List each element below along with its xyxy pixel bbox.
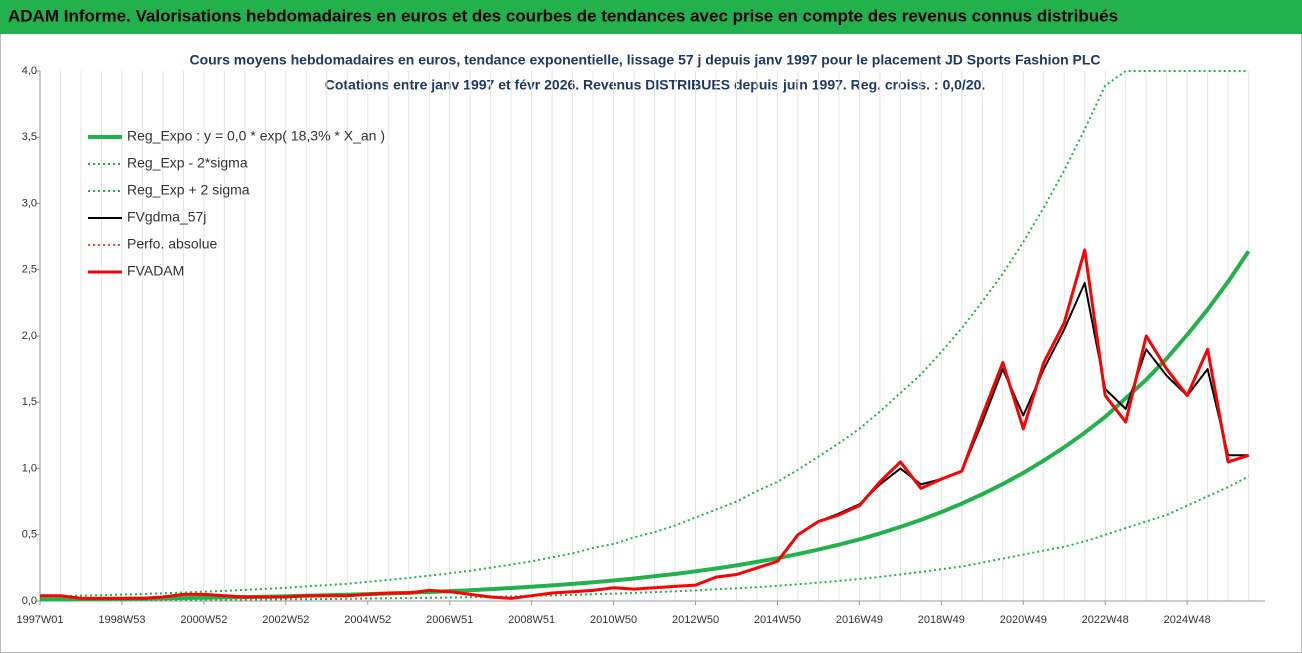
x-tick-label: 2000W52: [180, 614, 227, 626]
legend-label: Perfo. absolue: [127, 236, 217, 252]
y-tick-label: 1,5: [22, 396, 37, 408]
series-line: [40, 475, 1250, 602]
y-tick-label: 3,0: [22, 197, 37, 209]
legend-label: Reg_Exp + 2 sigma: [127, 182, 250, 198]
x-tick-label: 2012W50: [672, 614, 719, 626]
x-tick-label: 2002W52: [262, 614, 309, 626]
chart-title: Cours moyens hebdomadaires en euros, ten…: [189, 52, 1100, 68]
y-tick-label: 0,5: [22, 529, 37, 541]
x-tick-label: 2014W50: [754, 614, 801, 626]
x-tick-label: 2020W49: [1000, 614, 1047, 626]
series-line: [40, 248, 1250, 600]
x-tick-label: 2018W49: [918, 614, 965, 626]
x-tick-label: 2006W51: [426, 614, 473, 626]
legend-label: Reg_Expo : y = 0,0 * exp( 18,3% * X_an ): [127, 128, 385, 144]
x-tick-label: 2022W48: [1082, 614, 1129, 626]
x-tick-label: 2004W52: [344, 614, 391, 626]
y-tick-label: 2,0: [22, 330, 37, 342]
y-tick-label: 1,0: [22, 462, 37, 474]
x-tick-label: 2010W50: [590, 614, 637, 626]
header-title: ADAM Informe. Valorisations hebdomadaire…: [8, 6, 1118, 25]
x-tick-label: 2024W48: [1164, 614, 1211, 626]
x-tick-label: 1998W53: [98, 614, 145, 626]
header-bar: [0, 0, 1302, 34]
y-tick-label: 3,5: [22, 131, 37, 143]
legend-label: FVADAM: [127, 263, 184, 279]
y-tick-label: 2,5: [22, 264, 37, 276]
x-tick-label: 2008W51: [508, 614, 555, 626]
x-tick-label: 1997W01: [16, 614, 63, 626]
series-line: [39, 70, 1249, 598]
x-tick-label: 2016W49: [836, 614, 883, 626]
y-tick-label: 0,0: [22, 595, 37, 607]
legend-label: Reg_Exp - 2*sigma: [127, 155, 248, 171]
legend-label: FVgdma_57j: [127, 209, 206, 225]
y-tick-label: 4,0: [22, 65, 37, 77]
